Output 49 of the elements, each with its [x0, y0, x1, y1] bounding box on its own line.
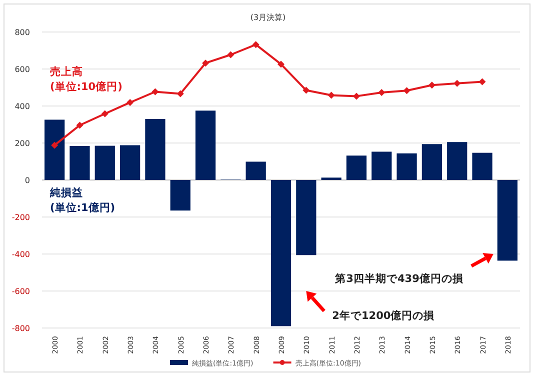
point	[252, 41, 260, 48]
point	[202, 60, 210, 67]
point	[176, 90, 184, 98]
point	[51, 142, 58, 149]
y-tick-label: 200	[14, 139, 30, 148]
annotation: 2年で1200億円の損	[332, 309, 435, 322]
bar	[170, 180, 190, 211]
bar	[246, 162, 266, 180]
y-tick-label: -800	[12, 324, 30, 333]
point	[328, 92, 335, 99]
bar	[94, 146, 115, 180]
annotation: 第3四半期で439億円の損	[334, 272, 464, 285]
bar	[472, 152, 492, 180]
bar	[70, 146, 90, 180]
bar	[195, 110, 216, 180]
annotation: 純損益 (単位:1億円)	[49, 186, 116, 214]
y-tick-label: 800	[14, 28, 30, 37]
point	[352, 92, 360, 100]
bar	[346, 156, 367, 180]
bar	[145, 118, 166, 180]
y-tick-label: -400	[12, 250, 30, 259]
chart-title: (3月決算)	[250, 13, 286, 22]
point	[302, 86, 310, 94]
point	[278, 60, 284, 68]
y-tick-label: -200	[12, 213, 30, 222]
point	[76, 122, 84, 129]
bar	[44, 120, 65, 180]
y-tick-label: -600	[12, 287, 30, 296]
point	[227, 51, 234, 58]
bar	[296, 180, 316, 256]
point	[428, 82, 436, 89]
point	[454, 80, 461, 87]
bar	[270, 180, 292, 326]
point	[378, 88, 386, 96]
point	[101, 110, 108, 118]
y-tick-label: 400	[14, 102, 30, 111]
bar	[396, 153, 417, 180]
bar	[120, 145, 140, 180]
y-tick-label: 600	[14, 65, 30, 74]
bar	[497, 180, 518, 261]
annotation: 売上高 (単位:10億円)	[50, 65, 122, 93]
y-tick-label: 0	[24, 176, 30, 185]
point	[152, 88, 159, 96]
bar	[422, 144, 442, 180]
bar	[372, 152, 392, 180]
point	[478, 78, 486, 86]
bar	[447, 142, 468, 180]
point	[126, 98, 134, 106]
point	[403, 87, 410, 94]
